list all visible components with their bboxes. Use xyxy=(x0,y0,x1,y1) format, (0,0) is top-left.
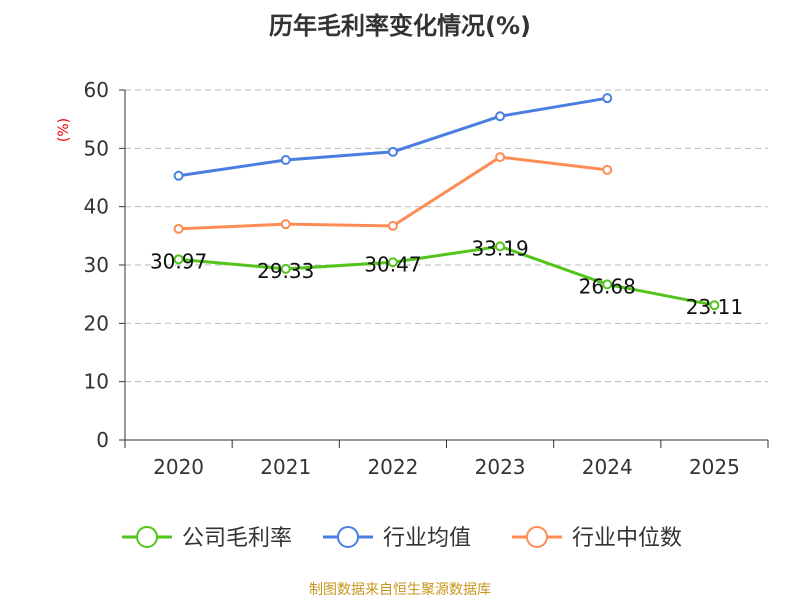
data-label: 26.68 xyxy=(579,274,636,298)
legend-marker-icon xyxy=(136,526,158,548)
data-point[interactable] xyxy=(602,93,613,104)
y-tick-label: 60 xyxy=(84,78,109,102)
data-point[interactable] xyxy=(280,263,291,274)
y-tick-label: 50 xyxy=(84,136,109,160)
data-point[interactable] xyxy=(173,254,184,265)
data-point[interactable] xyxy=(387,220,398,231)
legend-marker-icon xyxy=(337,526,359,548)
data-label: 29.33 xyxy=(257,259,314,283)
legend-label: 行业中位数 xyxy=(572,526,682,551)
y-tick-label: 10 xyxy=(84,370,109,394)
data-point[interactable] xyxy=(280,155,291,165)
x-tick-label: 2023 xyxy=(475,455,526,479)
x-tick-label: 2024 xyxy=(582,455,633,479)
data-point[interactable] xyxy=(173,170,184,181)
y-tick-label: 30 xyxy=(84,253,109,277)
y-tick-label: 0 xyxy=(96,428,109,452)
y-axis-label: (%) xyxy=(56,118,72,142)
data-point[interactable] xyxy=(495,152,506,163)
data-point[interactable] xyxy=(280,219,291,230)
data-label: 23.11 xyxy=(686,295,743,319)
series-line xyxy=(178,155,608,231)
data-label: 30.47 xyxy=(364,252,421,276)
y-tick-label: 20 xyxy=(84,311,109,335)
data-point[interactable] xyxy=(602,279,613,290)
legend-item[interactable]: 公司毛利率 xyxy=(122,526,292,551)
legend-marker-icon xyxy=(526,526,548,548)
data-point[interactable] xyxy=(709,300,720,311)
footer-source: 制图数据来自恒生聚源数据库 xyxy=(309,582,491,598)
data-label: 33.19 xyxy=(471,236,528,260)
legend-item[interactable]: 行业中位数 xyxy=(512,526,682,551)
legend-label: 公司毛利率 xyxy=(182,526,292,551)
x-tick-label: 2022 xyxy=(367,455,418,479)
data-point[interactable] xyxy=(495,241,506,252)
data-point[interactable] xyxy=(387,257,398,268)
data-point[interactable] xyxy=(387,146,398,157)
legend-item[interactable]: 行业均值 xyxy=(323,526,471,551)
series-line xyxy=(178,96,608,178)
data-label: 30.97 xyxy=(150,249,207,273)
data-point[interactable] xyxy=(602,164,613,175)
x-tick-label: 2025 xyxy=(689,455,740,479)
x-tick-label: 2021 xyxy=(260,455,311,479)
legend-label: 行业均值 xyxy=(383,526,471,551)
chart-title: 历年毛利率变化情况(%) xyxy=(269,12,531,40)
x-tick-label: 2020 xyxy=(153,455,204,479)
series-line xyxy=(178,244,715,307)
y-tick-label: 40 xyxy=(84,195,109,219)
data-point[interactable] xyxy=(495,111,506,122)
data-point[interactable] xyxy=(173,223,184,234)
